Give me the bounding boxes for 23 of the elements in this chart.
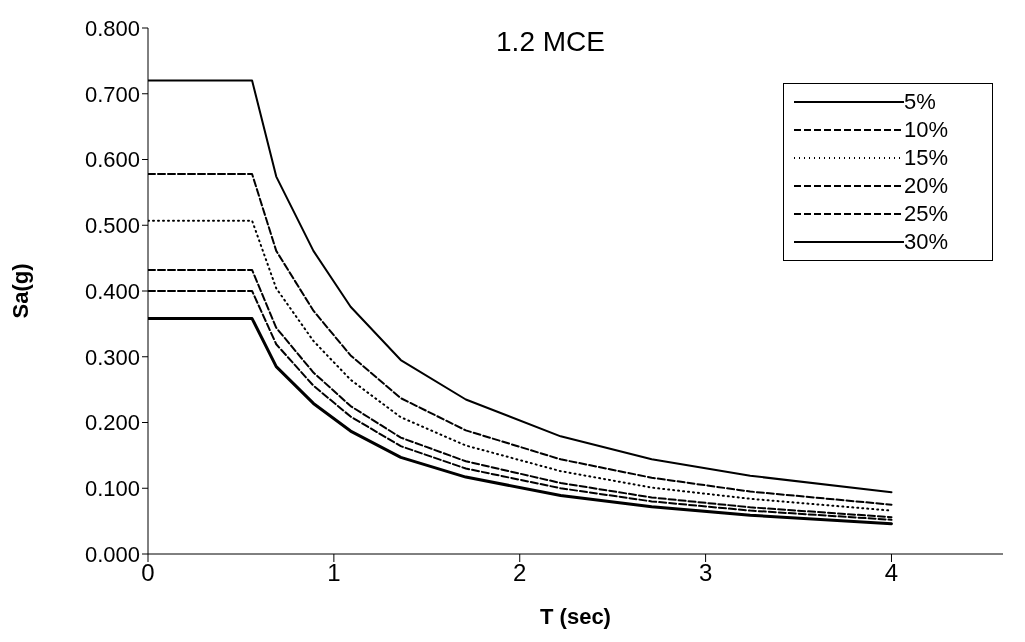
x-tick-label: 1 bbox=[327, 559, 341, 587]
chart-title: 1.2 MCE bbox=[496, 26, 605, 57]
y-tick-label: 0.400 bbox=[84, 278, 140, 304]
y-tick-label: 0.000 bbox=[84, 541, 140, 567]
y-tick-label: 0.700 bbox=[84, 81, 140, 107]
legend-label: 5% bbox=[904, 89, 936, 115]
legend-label: 30% bbox=[904, 229, 949, 255]
legend-label: 10% bbox=[904, 117, 949, 143]
y-tick-label: 0.200 bbox=[84, 410, 140, 436]
x-tick-label: 3 bbox=[698, 559, 713, 587]
y-tick-label: 0.600 bbox=[84, 147, 140, 173]
legend-label: 20% bbox=[904, 173, 949, 199]
y-tick-label: 0.500 bbox=[84, 213, 140, 239]
y-axis-title: Sa(g) bbox=[7, 263, 33, 319]
y-tick-label: 0.100 bbox=[84, 476, 140, 502]
y-tick-label: 0.800 bbox=[84, 15, 140, 41]
x-tick-label: 2 bbox=[513, 559, 527, 587]
x-tick-label: 0 bbox=[141, 559, 155, 587]
legend-label: 15% bbox=[904, 145, 949, 171]
legend-label: 25% bbox=[904, 201, 949, 227]
x-tick-label: 4 bbox=[884, 559, 899, 587]
x-axis-title: T (sec) bbox=[540, 604, 611, 629]
y-tick-label: 0.300 bbox=[84, 344, 140, 370]
